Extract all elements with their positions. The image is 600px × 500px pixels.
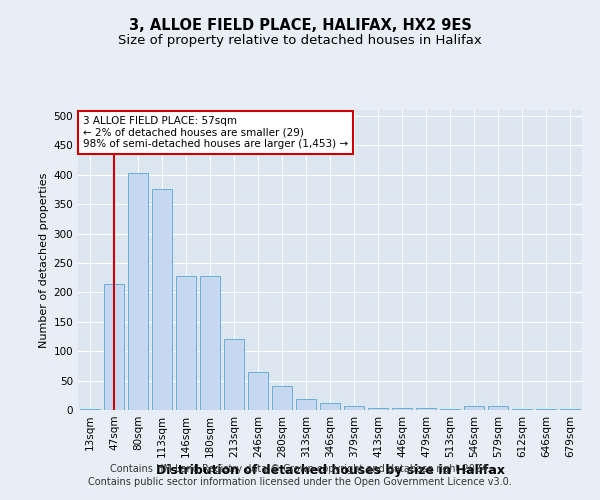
Bar xyxy=(488,406,508,410)
Bar xyxy=(296,400,316,410)
Bar xyxy=(152,190,172,410)
Bar xyxy=(392,408,412,410)
Bar xyxy=(104,284,124,410)
Bar xyxy=(536,409,556,410)
Bar xyxy=(80,409,100,410)
Bar xyxy=(344,406,364,410)
Text: Contains public sector information licensed under the Open Government Licence v3: Contains public sector information licen… xyxy=(88,477,512,487)
Bar xyxy=(512,409,532,410)
Bar xyxy=(128,173,148,410)
X-axis label: Distribution of detached houses by size in Halifax: Distribution of detached houses by size … xyxy=(155,464,505,477)
Bar xyxy=(440,409,460,410)
Text: Contains HM Land Registry data © Crown copyright and database right 2024.: Contains HM Land Registry data © Crown c… xyxy=(110,464,490,474)
Bar xyxy=(560,409,580,410)
Bar xyxy=(272,386,292,410)
Bar xyxy=(368,408,388,410)
Bar xyxy=(248,372,268,410)
Y-axis label: Number of detached properties: Number of detached properties xyxy=(39,172,49,348)
Text: 3, ALLOE FIELD PLACE, HALIFAX, HX2 9ES: 3, ALLOE FIELD PLACE, HALIFAX, HX2 9ES xyxy=(128,18,472,32)
Bar xyxy=(200,276,220,410)
Text: Size of property relative to detached houses in Halifax: Size of property relative to detached ho… xyxy=(118,34,482,47)
Bar xyxy=(416,408,436,410)
Bar xyxy=(176,276,196,410)
Bar xyxy=(464,406,484,410)
Bar xyxy=(224,340,244,410)
Text: 3 ALLOE FIELD PLACE: 57sqm
← 2% of detached houses are smaller (29)
98% of semi-: 3 ALLOE FIELD PLACE: 57sqm ← 2% of detac… xyxy=(83,116,348,149)
Bar xyxy=(320,403,340,410)
